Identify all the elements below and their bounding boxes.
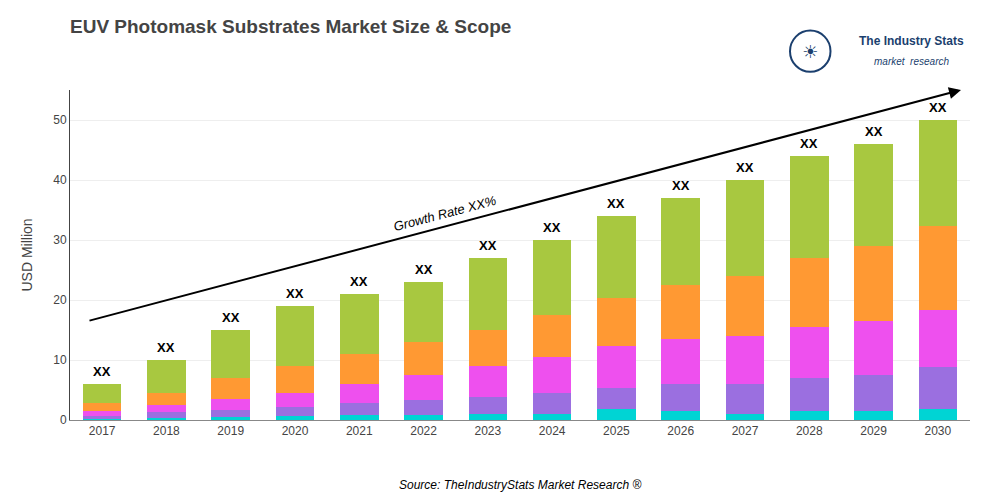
svg-text:XX: XX xyxy=(479,238,497,253)
svg-text:Source: TheIndustryStats Marke: Source: TheIndustryStats Market Research… xyxy=(399,478,641,492)
svg-text:2025: 2025 xyxy=(603,424,630,438)
svg-text:10: 10 xyxy=(53,353,67,367)
svg-text:2018: 2018 xyxy=(153,424,180,438)
svg-text:The Industry Stats: The Industry Stats xyxy=(859,34,964,48)
svg-text:EUV Photomask Substrates Marke: EUV Photomask Substrates Market Size & S… xyxy=(70,16,511,37)
svg-text:XX: XX xyxy=(157,340,175,355)
svg-text:0: 0 xyxy=(60,413,67,427)
svg-text:2029: 2029 xyxy=(860,424,887,438)
svg-text:XX: XX xyxy=(415,262,433,277)
svg-text:2026: 2026 xyxy=(667,424,694,438)
svg-text:XX: XX xyxy=(672,178,690,193)
svg-text:2024: 2024 xyxy=(539,424,566,438)
svg-text:XX: XX xyxy=(865,124,883,139)
svg-text:2023: 2023 xyxy=(475,424,502,438)
svg-text:Growth Rate XX%: Growth Rate XX% xyxy=(392,193,498,234)
svg-text:20: 20 xyxy=(53,293,67,307)
svg-text:2021: 2021 xyxy=(346,424,373,438)
svg-text:market research: market research xyxy=(874,56,949,67)
svg-text:USD Million: USD Million xyxy=(19,218,35,291)
svg-text:2027: 2027 xyxy=(732,424,759,438)
svg-text:☀: ☀ xyxy=(802,41,818,62)
svg-text:2028: 2028 xyxy=(796,424,823,438)
svg-text:XX: XX xyxy=(543,220,561,235)
svg-text:2030: 2030 xyxy=(925,424,952,438)
svg-text:2020: 2020 xyxy=(282,424,309,438)
svg-text:2022: 2022 xyxy=(410,424,437,438)
svg-text:XX: XX xyxy=(93,364,111,379)
svg-text:30: 30 xyxy=(53,233,67,247)
svg-text:2019: 2019 xyxy=(217,424,244,438)
svg-text:XX: XX xyxy=(222,310,240,325)
svg-text:40: 40 xyxy=(53,173,67,187)
svg-text:XX: XX xyxy=(607,196,625,211)
svg-text:XX: XX xyxy=(929,100,947,115)
svg-text:XX: XX xyxy=(736,160,754,175)
svg-text:XX: XX xyxy=(350,274,368,289)
svg-text:XX: XX xyxy=(286,286,304,301)
svg-text:2017: 2017 xyxy=(89,424,116,438)
svg-text:XX: XX xyxy=(800,136,818,151)
svg-text:50: 50 xyxy=(53,113,67,127)
